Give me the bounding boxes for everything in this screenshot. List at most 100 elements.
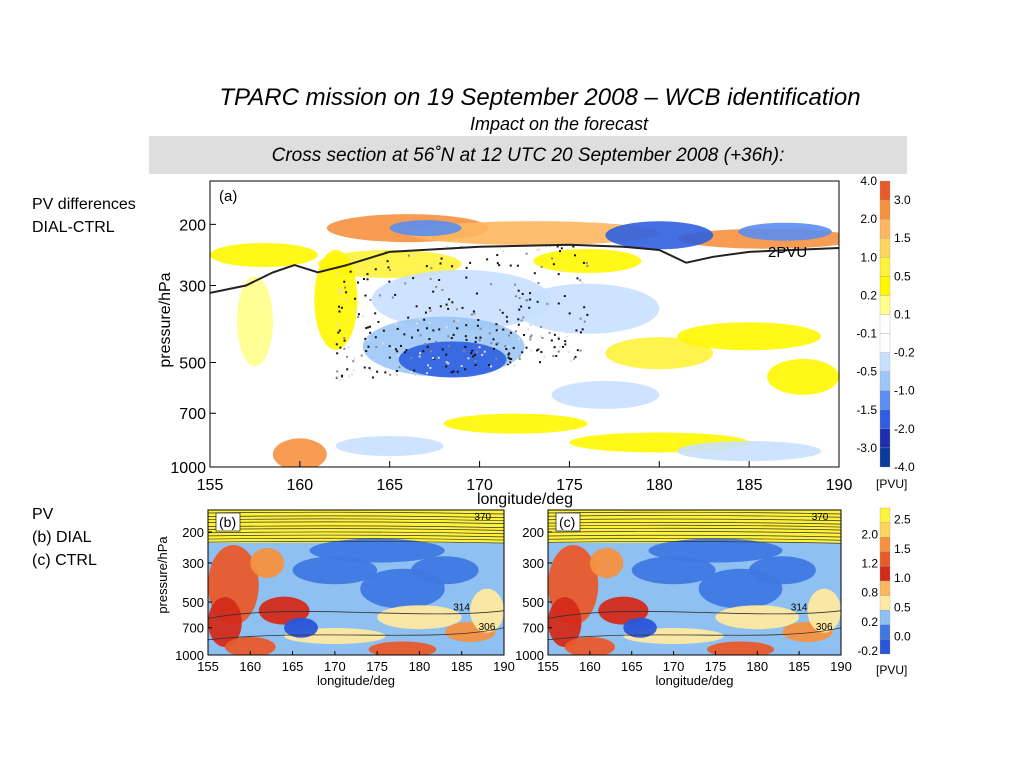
theta-contour bbox=[208, 540, 504, 544]
trajectory-point bbox=[429, 350, 432, 353]
colorbar-level: 0.1 bbox=[894, 307, 911, 321]
y-tick-label: 300 bbox=[182, 556, 204, 571]
trajectory-point bbox=[470, 352, 473, 355]
pv-region-1 bbox=[407, 221, 660, 246]
y-tick-label: 500 bbox=[182, 595, 204, 610]
x-tick-label: 160 bbox=[239, 659, 261, 674]
trajectory-point bbox=[338, 310, 341, 313]
trajectory-point bbox=[574, 355, 577, 358]
theta-contour bbox=[548, 541, 841, 544]
trajectory-point bbox=[495, 343, 498, 346]
trajectory-point bbox=[568, 312, 571, 315]
trajectory-point bbox=[557, 302, 560, 305]
trajectory-point bbox=[445, 365, 448, 368]
trajectory-point bbox=[427, 311, 430, 314]
trajectory-point bbox=[560, 270, 563, 273]
panel-a: (a) 2PVU 155 160 165 170 175 180 185 190 200 300 500… bbox=[157, 180, 852, 508]
trajectory-point bbox=[461, 306, 464, 309]
trajectory-point bbox=[355, 311, 358, 314]
x-tick-label-a: 180 bbox=[646, 477, 673, 494]
trajectory-point bbox=[529, 338, 532, 341]
trajectory-point bbox=[386, 260, 389, 263]
y-tick-label-a: 200 bbox=[179, 217, 206, 234]
trajectory-point bbox=[529, 323, 532, 326]
contour-label-370: 370 bbox=[474, 512, 491, 523]
colorbar-level: -3.0 bbox=[856, 441, 877, 455]
theta-contour bbox=[548, 534, 841, 538]
pv-region-11 bbox=[564, 636, 615, 655]
trajectory-point bbox=[476, 324, 479, 327]
trajectory-point bbox=[523, 334, 526, 337]
colorbar-swatch bbox=[879, 610, 891, 625]
trajectory-point bbox=[546, 302, 549, 305]
trajectory-point bbox=[557, 326, 560, 329]
pv-region-17 bbox=[767, 358, 839, 395]
trajectory-point bbox=[507, 353, 510, 356]
trajectory-point bbox=[417, 329, 420, 332]
trajectory-point bbox=[395, 374, 398, 377]
trajectory-point bbox=[527, 328, 530, 331]
colorbar-unit: [PVU] bbox=[876, 477, 907, 491]
trajectory-point bbox=[440, 257, 443, 260]
theta-contour-306 bbox=[548, 627, 841, 641]
y-tick-label: 500 bbox=[522, 595, 544, 610]
y-tick-label: 700 bbox=[522, 621, 544, 636]
y-tick-label-a: 1000 bbox=[170, 460, 206, 477]
panel-label-a: (a) bbox=[219, 188, 237, 205]
trajectory-point bbox=[492, 338, 495, 341]
trajectory-point bbox=[452, 370, 455, 373]
trajectory-point bbox=[478, 299, 481, 302]
colorbar-level: -0.2 bbox=[894, 346, 915, 360]
trajectory-point bbox=[496, 342, 499, 345]
y-tick-label: 1000 bbox=[515, 648, 544, 663]
trajectory-point bbox=[573, 305, 576, 308]
trajectory-point bbox=[438, 328, 441, 331]
trajectory-point bbox=[498, 264, 501, 267]
trajectory-point bbox=[410, 336, 413, 339]
trajectory-point bbox=[564, 299, 567, 302]
trajectory-point bbox=[536, 349, 539, 352]
trajectory-point bbox=[548, 331, 551, 334]
trajectory-point bbox=[415, 322, 418, 325]
trajectory-point bbox=[391, 346, 394, 349]
theta-contour bbox=[548, 531, 841, 534]
theta-contour bbox=[548, 538, 841, 541]
y-axis-label-a: pressure/hPa bbox=[157, 272, 174, 367]
trajectory-point bbox=[455, 308, 458, 311]
trajectory-point bbox=[464, 345, 467, 348]
trajectory-point bbox=[407, 254, 410, 257]
trajectory-point bbox=[419, 352, 422, 355]
trajectory-point bbox=[582, 261, 585, 264]
theta-contour bbox=[208, 534, 504, 538]
pv-field bbox=[208, 510, 504, 655]
trajectory-point bbox=[481, 353, 484, 356]
trajectory-point bbox=[504, 345, 507, 348]
trajectory-point bbox=[354, 297, 357, 300]
trajectory-point bbox=[363, 366, 366, 369]
trajectory-point bbox=[551, 257, 554, 260]
trajectory-point bbox=[528, 306, 531, 309]
trajectory-point bbox=[429, 277, 432, 280]
trajectory-point bbox=[552, 263, 555, 266]
trajectory-point bbox=[422, 350, 425, 353]
trajectory-point bbox=[403, 351, 406, 354]
panel-label: (c) bbox=[559, 514, 575, 530]
pv-region-14 bbox=[623, 617, 657, 638]
trajectory-point bbox=[566, 331, 569, 334]
trajectory-point bbox=[407, 316, 410, 319]
trajectory-point bbox=[474, 353, 477, 356]
colorbar-level: 0.8 bbox=[861, 586, 878, 600]
colorbar-level: -2.0 bbox=[894, 422, 915, 436]
contour-label-314: 314 bbox=[453, 603, 470, 614]
colorbar-swatch bbox=[879, 390, 891, 410]
field-a bbox=[210, 214, 839, 467]
x-tick-label: 155 bbox=[197, 659, 219, 674]
x-tick-label: 185 bbox=[451, 659, 473, 674]
trajectory-point bbox=[509, 264, 512, 267]
pv-region-3 bbox=[598, 596, 649, 625]
trajectory-point bbox=[456, 319, 459, 322]
trajectory-point bbox=[490, 283, 493, 286]
pv-region-14 bbox=[515, 283, 660, 334]
trajectory-point bbox=[363, 277, 366, 280]
